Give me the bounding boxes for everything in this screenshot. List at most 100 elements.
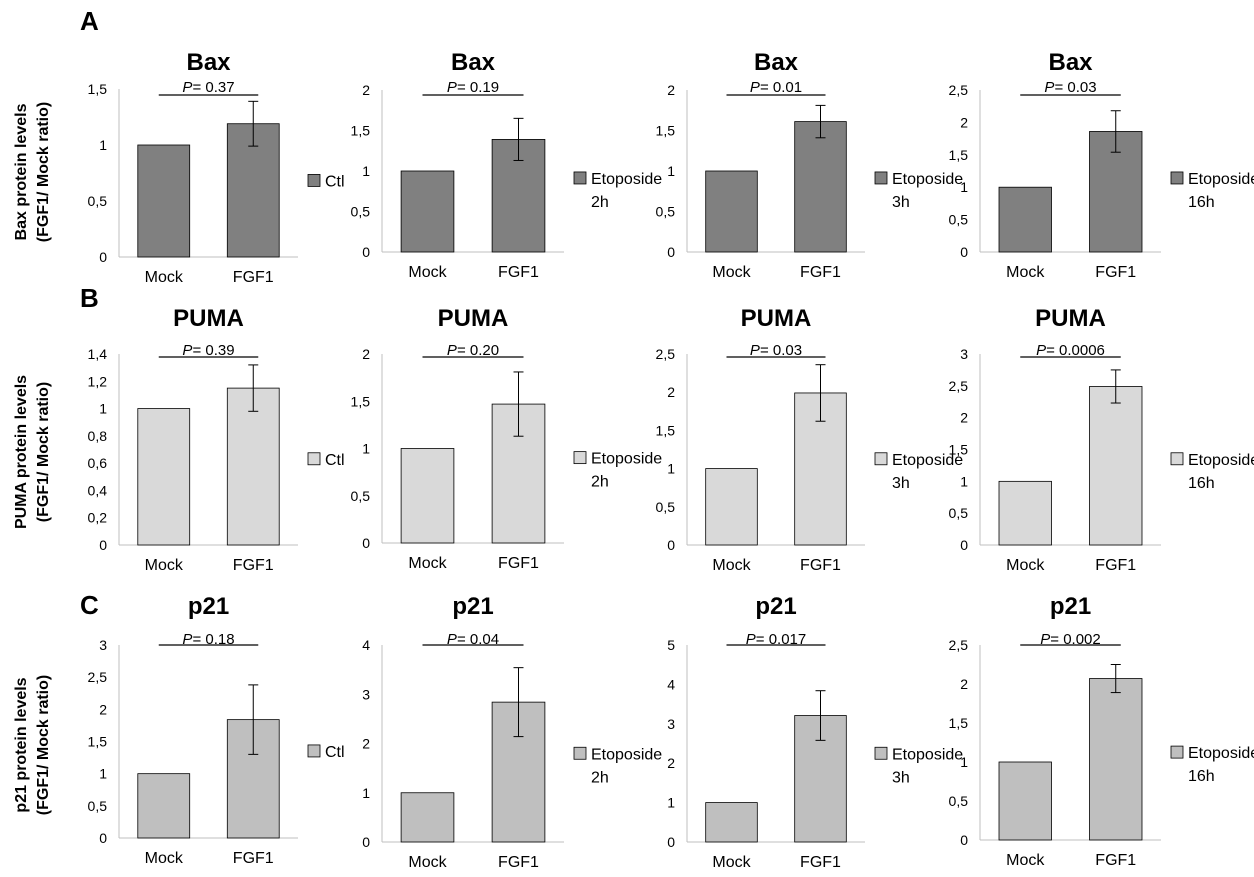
x-tick-label: Mock <box>1006 852 1045 869</box>
p-value-symbol: P <box>1036 342 1046 359</box>
p-value-annotation: P= 0.002 <box>1040 631 1100 648</box>
bar <box>400 448 455 544</box>
y-axis-label-line2: (FGF1/ Mock ratio) <box>35 102 52 242</box>
y-tick-label: 1 <box>960 179 968 195</box>
chart-title: p21 <box>755 593 796 620</box>
bar <box>794 121 847 253</box>
x-tick-label: FGF1 <box>498 854 539 871</box>
legend-label: 3h <box>892 769 910 786</box>
legend-label: 3h <box>892 475 910 492</box>
p-value-text: = 0.20 <box>457 342 499 359</box>
chart-panel: Bax P= 0.03 0 0,5 1 1,5 2 2,5 Mock FGF1 Etoposide 1… <box>949 49 1254 281</box>
x-tick-label: FGF1 <box>800 557 841 574</box>
y-tick-label: 1 <box>362 441 370 457</box>
p-value-symbol: P <box>182 79 192 96</box>
legend-label: 2h <box>591 194 609 211</box>
y-tick-label: 0,6 <box>88 455 108 471</box>
y-tick-label: 1 <box>99 137 107 153</box>
y-tick-label: 0,2 <box>88 510 108 526</box>
y-tick-label: 0,5 <box>656 204 676 220</box>
x-tick-label: FGF1 <box>233 269 274 286</box>
p-value-text: = 0.04 <box>457 631 499 648</box>
y-tick-label: 1 <box>99 401 107 417</box>
p-value-annotation: P= 0.19 <box>447 79 499 96</box>
p-value-symbol: P <box>447 79 457 96</box>
chart-title: PUMA <box>741 305 812 332</box>
bar <box>705 802 758 843</box>
legend-label: Ctl <box>325 173 345 190</box>
p-value-symbol: P <box>182 342 192 359</box>
bar <box>137 144 191 258</box>
legend-label: 2h <box>591 474 609 491</box>
legend-label: Ctl <box>325 744 345 761</box>
p-value-annotation: P= 0.18 <box>182 631 234 648</box>
y-tick-label: 3 <box>960 346 968 362</box>
chart-title: Bax <box>186 49 231 76</box>
x-tick-label: Mock <box>712 264 751 281</box>
chart-panel: PUMA P= 0.03 0 0,5 1 1,5 2 2,5 Mock FGF1 Etoposide… <box>656 305 964 574</box>
legend-swatch <box>874 746 888 760</box>
x-tick-label: FGF1 <box>1095 264 1136 281</box>
y-tick-label: 0,5 <box>351 204 371 220</box>
legend-swatch <box>573 451 587 465</box>
bar <box>998 480 1052 546</box>
x-tick-label: Mock <box>712 557 751 574</box>
legend-label: Etoposide <box>1188 171 1254 188</box>
chart-title: Bax <box>1048 49 1093 76</box>
panel-letter: A <box>80 6 99 36</box>
legend-label: 2h <box>591 769 609 786</box>
y-tick-label: 1,2 <box>88 373 108 389</box>
x-tick-label: Mock <box>1006 264 1045 281</box>
y-tick-label: 0 <box>362 244 370 260</box>
y-tick-label: 0,4 <box>88 482 108 498</box>
legend-swatch <box>573 171 587 185</box>
legend-label: Ctl <box>325 452 345 469</box>
p-value-text: = 0.017 <box>756 631 806 648</box>
bar <box>998 761 1052 841</box>
p-value-symbol: P <box>750 342 760 359</box>
y-tick-label: 2,5 <box>656 346 676 362</box>
y-axis-label-line2: (FGF1/ Mock ratio) <box>35 382 52 522</box>
y-tick-label: 4 <box>667 676 675 692</box>
p-value-symbol: P <box>1044 79 1054 96</box>
p-value-text: = 0.0006 <box>1046 342 1105 359</box>
y-tick-label: 2 <box>667 384 675 400</box>
p-value-text: = 0.002 <box>1050 631 1100 648</box>
y-tick-label: 0 <box>667 537 675 553</box>
bar <box>705 468 758 546</box>
p-value-text: = 0.03 <box>760 342 802 359</box>
legend-label: Etoposide <box>591 171 662 188</box>
p-value-annotation: P= 0.20 <box>447 342 499 359</box>
y-tick-label: 0 <box>667 244 675 260</box>
y-tick-label: 0,5 <box>351 488 371 504</box>
p-value-symbol: P <box>447 342 457 359</box>
legend-label: Etoposide <box>591 746 662 763</box>
y-tick-label: 2 <box>960 410 968 426</box>
y-tick-label: 3 <box>362 686 370 702</box>
y-tick-label: 3 <box>667 716 675 732</box>
y-tick-label: 1,5 <box>656 123 676 139</box>
y-tick-label: 1,5 <box>88 734 108 750</box>
chart-panel: p21 P= 0.017 0 1 2 3 4 5 Mock FGF1 Etoposide 3h <box>667 593 963 871</box>
chart-title: p21 <box>1050 593 1091 620</box>
x-tick-label: Mock <box>408 264 447 281</box>
y-axis-label-line1: p21 protein levels <box>13 677 30 812</box>
chart-title: PUMA <box>173 305 244 332</box>
y-tick-label: 0,8 <box>88 428 108 444</box>
p-value-symbol: P <box>746 631 756 648</box>
x-tick-label: FGF1 <box>233 850 274 867</box>
p-value-annotation: P= 0.03 <box>1044 79 1096 96</box>
y-tick-label: 1,5 <box>656 422 676 438</box>
legend-swatch <box>1170 452 1184 466</box>
x-tick-label: Mock <box>408 854 447 871</box>
y-axis-label-line1: Bax protein levels <box>13 103 30 240</box>
chart-title: p21 <box>452 593 493 620</box>
x-tick-label: Mock <box>145 850 184 867</box>
legend-swatch <box>307 452 321 466</box>
y-tick-label: 0,5 <box>656 499 676 515</box>
chart-panel: Bax P= 0.19 0 0,5 1 1,5 2 Mock FGF1 Etoposide 2h <box>351 49 663 281</box>
y-tick-label: 1 <box>667 461 675 477</box>
y-tick-label: 1 <box>99 766 107 782</box>
legend-swatch <box>573 746 587 760</box>
x-tick-label: Mock <box>145 557 184 574</box>
